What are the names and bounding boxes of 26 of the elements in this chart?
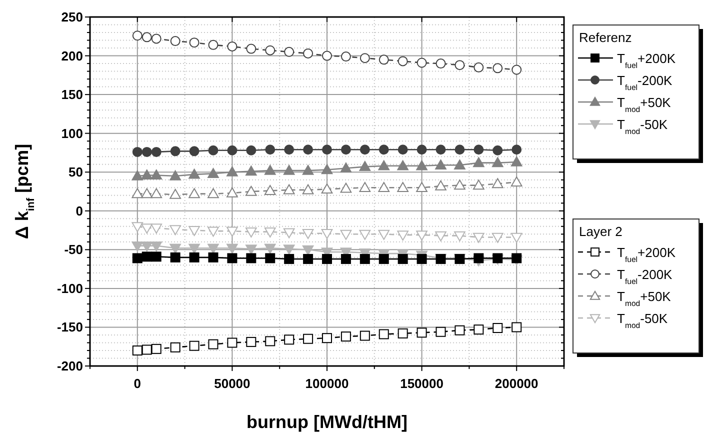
x-tick-label: 50000: [214, 376, 250, 391]
legend-label: T$_{fuel}$-200K: [617, 267, 673, 286]
y-tick-label: 100: [61, 126, 83, 141]
text: Referenz: [579, 30, 632, 45]
y-tick-label: 150: [61, 87, 83, 102]
legend-label: T$_{mod}$-50K: [617, 311, 668, 330]
legend-label: T$_{mod}$+50K: [617, 95, 672, 114]
y-tick-label: 250: [61, 10, 83, 24]
y-tick-label: -50: [64, 242, 83, 258]
legend-label: T$_{fuel}$-200K: [617, 73, 673, 92]
text: Layer 2: [579, 224, 622, 239]
y-tick-label: 50: [68, 164, 83, 180]
y-tick-label: 0: [76, 203, 83, 218]
x-axis-title: burnup [MWd/tHM]: [246, 412, 408, 432]
legend-label: T$_{fuel}$+200K: [617, 245, 676, 264]
legend-label: T$_{mod}$-50K: [617, 117, 668, 136]
legend-label: T$_{fuel}$+200K: [617, 51, 676, 70]
y-tick-label: -100: [56, 280, 83, 296]
x-tick-label: 150000: [400, 376, 444, 391]
y-tick-label: -200: [56, 358, 83, 374]
legend-label: T$_{mod}$+50K: [617, 289, 672, 308]
y-tick-label: 200: [61, 48, 83, 64]
x-tick-label: 100000: [305, 376, 349, 391]
x-tick-label: 0: [134, 376, 142, 391]
x-tick-label: 200000: [494, 376, 538, 391]
y-tick-label: -150: [56, 320, 83, 335]
